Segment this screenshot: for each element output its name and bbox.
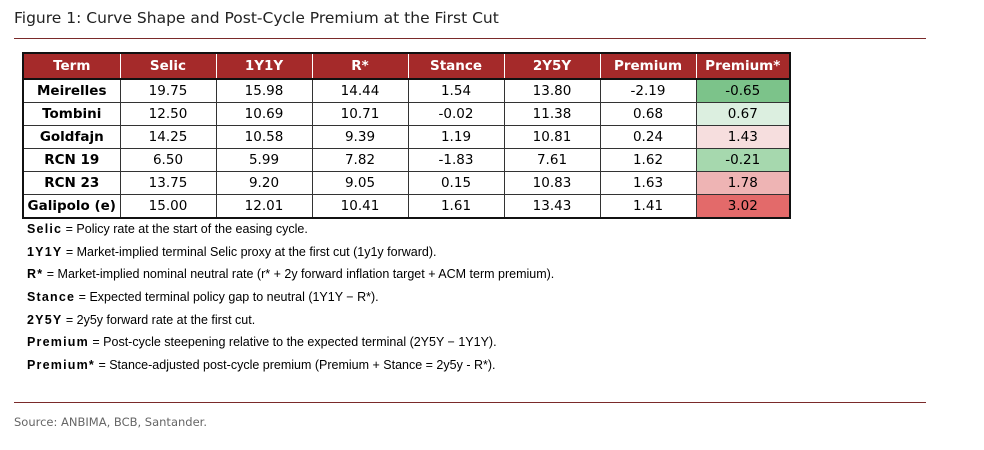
cell-premium: -2.19 — [599, 78, 696, 103]
note-key: 2Y5Y — [27, 312, 63, 327]
cell-rstar: 9.05 — [311, 171, 408, 195]
note-key: R* — [27, 267, 44, 282]
col-header-2y5y: 2Y5Y — [503, 53, 600, 80]
cell-premium-star: -0.21 — [695, 148, 790, 172]
cell-selic: 14.25 — [119, 125, 216, 149]
cell-premium: 0.24 — [599, 125, 696, 149]
cell-1y1y: 5.99 — [215, 148, 312, 172]
cell-2y5y: 10.81 — [503, 125, 600, 149]
note-premium-star: Premium* = Stance-adjusted post-cycle pr… — [27, 356, 554, 379]
note-key: 1Y1Y — [27, 244, 63, 259]
cell-term: Meirelles — [23, 78, 120, 103]
cell-rstar: 10.71 — [311, 102, 408, 126]
cell-stance: 1.19 — [407, 125, 504, 149]
table-row: Goldfajn 14.25 10.58 9.39 1.19 10.81 0.2… — [23, 125, 790, 149]
col-header-premium: Premium — [599, 53, 696, 80]
cell-premium-star: 3.02 — [695, 194, 790, 218]
cell-premium-star: 0.67 — [695, 102, 790, 126]
data-table: Term Selic 1Y1Y R* Stance 2Y5Y Premium P… — [22, 52, 791, 219]
col-header-term: Term — [23, 53, 120, 80]
note-rstar: R* = Market-implied nominal neutral rate… — [27, 265, 554, 288]
note-2y5y: 2Y5Y = 2y5y forward rate at the first cu… — [27, 311, 554, 334]
cell-term: Galipolo (e) — [23, 194, 120, 218]
cell-selic: 6.50 — [119, 148, 216, 172]
cell-stance: 1.61 — [407, 194, 504, 218]
cell-2y5y: 11.38 — [503, 102, 600, 126]
cell-selic: 13.75 — [119, 171, 216, 195]
cell-term: Tombini — [23, 102, 120, 126]
cell-selic: 15.00 — [119, 194, 216, 218]
note-text: = Expected terminal policy gap to neutra… — [75, 290, 379, 305]
cell-rstar: 14.44 — [311, 78, 408, 103]
cell-1y1y: 10.69 — [215, 102, 312, 126]
cell-premium-star: 1.43 — [695, 125, 790, 149]
note-text: = Policy rate at the start of the easing… — [62, 222, 308, 236]
note-key: Selic — [27, 222, 63, 236]
col-header-stance: Stance — [407, 53, 504, 80]
cell-2y5y: 7.61 — [503, 148, 600, 172]
cell-1y1y: 12.01 — [215, 194, 312, 218]
cell-term: RCN 19 — [23, 148, 120, 172]
bottom-rule — [14, 402, 926, 403]
cell-selic: 19.75 — [119, 78, 216, 103]
figure-title: Figure 1: Curve Shape and Post-Cycle Pre… — [14, 9, 499, 27]
note-key: Stance — [27, 290, 76, 305]
cell-premium-star: -0.65 — [695, 78, 790, 103]
note-text: = Market-implied terminal Selic proxy at… — [62, 244, 437, 259]
col-header-rstar: R* — [311, 53, 408, 80]
cell-1y1y: 10.58 — [215, 125, 312, 149]
cell-term: RCN 23 — [23, 171, 120, 195]
cell-premium: 1.63 — [599, 171, 696, 195]
cell-term: Goldfajn — [23, 125, 120, 149]
cell-stance: 0.15 — [407, 171, 504, 195]
cell-premium: 0.68 — [599, 102, 696, 126]
source-note: Source: ANBIMA, BCB, Santander. — [14, 415, 207, 429]
cell-rstar: 7.82 — [311, 148, 408, 172]
note-text: = 2y5y forward rate at the first cut. — [62, 312, 256, 327]
definitions-list: Selic = Policy rate at the start of the … — [27, 220, 554, 379]
note-key: Premium* — [27, 358, 95, 373]
table-row: Tombini 12.50 10.69 10.71 -0.02 11.38 0.… — [23, 102, 790, 126]
table-row: Meirelles 19.75 15.98 14.44 1.54 13.80 -… — [23, 78, 790, 103]
cell-2y5y: 10.83 — [503, 171, 600, 195]
cell-premium: 1.62 — [599, 148, 696, 172]
cell-premium-star: 1.78 — [695, 171, 790, 195]
cell-premium: 1.41 — [599, 194, 696, 218]
note-stance: Stance = Expected terminal policy gap to… — [27, 288, 554, 311]
top-rule — [14, 38, 926, 39]
table-header-row: Term Selic 1Y1Y R* Stance 2Y5Y Premium P… — [23, 53, 790, 80]
cell-stance: -1.83 — [407, 148, 504, 172]
cell-1y1y: 9.20 — [215, 171, 312, 195]
table-row: RCN 19 6.50 5.99 7.82 -1.83 7.61 1.62 -0… — [23, 148, 790, 172]
cell-2y5y: 13.43 — [503, 194, 600, 218]
col-header-premium-star: Premium* — [695, 53, 790, 80]
note-1y1y: 1Y1Y = Market-implied terminal Selic pro… — [27, 243, 554, 266]
table-row: RCN 23 13.75 9.20 9.05 0.15 10.83 1.63 1… — [23, 171, 790, 195]
table-row: Galipolo (e) 15.00 12.01 10.41 1.61 13.4… — [23, 194, 790, 218]
cell-selic: 12.50 — [119, 102, 216, 126]
note-text: = Post-cycle steepening relative to the … — [88, 335, 497, 350]
note-selic: Selic = Policy rate at the start of the … — [27, 220, 554, 243]
note-premium: Premium = Post-cycle steepening relative… — [27, 333, 554, 356]
cell-2y5y: 13.80 — [503, 78, 600, 103]
cell-1y1y: 15.98 — [215, 78, 312, 103]
note-key: Premium — [27, 335, 89, 350]
cell-rstar: 9.39 — [311, 125, 408, 149]
cell-rstar: 10.41 — [311, 194, 408, 218]
note-text: = Market-implied nominal neutral rate (r… — [43, 267, 555, 282]
col-header-selic: Selic — [119, 53, 216, 80]
note-text: = Stance-adjusted post-cycle premium (Pr… — [94, 358, 496, 373]
col-header-1y1y: 1Y1Y — [215, 53, 312, 80]
cell-stance: 1.54 — [407, 78, 504, 103]
cell-stance: -0.02 — [407, 102, 504, 126]
